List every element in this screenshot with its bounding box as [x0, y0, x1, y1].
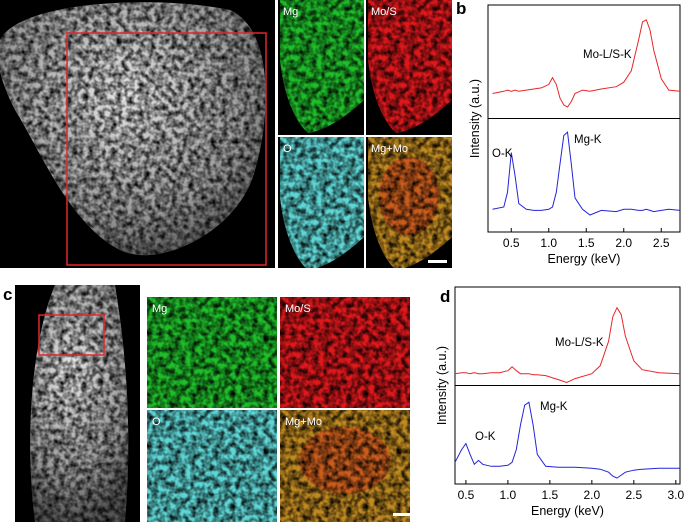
map-texture — [280, 410, 410, 522]
x-tick-label: 2.0 — [615, 236, 632, 250]
map-signal — [280, 410, 410, 522]
y-axis-label: Intensity (a.u.) — [468, 79, 482, 158]
sem-image-c — [15, 285, 140, 522]
spectrum-chart: 0.5 1.0 1.5 2.0 2.5 Mo-L/S-K O-K Mg-K Energy (ke… — [468, 4, 681, 266]
scale-bar — [393, 513, 410, 516]
x-tick-label: 2.0 — [584, 488, 601, 502]
spectrum-chart: 0.5 1.0 1.5 2.0 2.5 3.0 Mo-L/S-K O-K Mg-K Energy … — [435, 286, 684, 518]
panel-label: d — [440, 287, 450, 306]
panel-label: b — [456, 0, 466, 18]
map-label: Mg — [283, 6, 298, 18]
scale-bar — [428, 260, 447, 263]
map-tile: Mo/S — [366, 0, 452, 135]
map-texture — [280, 137, 364, 268]
spectrum-line — [492, 131, 681, 216]
map-signal — [368, 0, 452, 133]
x-tick-label: 1.5 — [578, 236, 595, 250]
map-signal — [368, 137, 452, 268]
y-axis-label: Intensity (a.u.) — [435, 346, 449, 425]
map-label: O — [283, 143, 292, 155]
map-signal — [280, 297, 410, 408]
x-tick-label: 1.0 — [500, 488, 517, 502]
spectrum-line — [454, 306, 681, 384]
map-tile: O — [278, 137, 364, 268]
peak-annotation: Mo-L/S-K — [583, 49, 632, 61]
x-tick-label: 2.5 — [625, 488, 642, 502]
element-maps-a: Mg Mo/S O Mg+Mo — [278, 0, 452, 268]
x-axis-label: Energy (keV) — [531, 504, 604, 518]
map-signal — [147, 297, 277, 408]
peak-annotation: Mg-K — [574, 134, 602, 146]
x-tick-label: 1.5 — [542, 488, 559, 502]
map-signal — [280, 137, 364, 268]
map-label: Mg+Mo — [371, 143, 408, 155]
spectrum-line — [454, 401, 680, 479]
panel-label: a — [3, 0, 13, 18]
map-tile: Mg+Mo — [366, 137, 452, 268]
panel-label: c — [3, 285, 12, 304]
map-tile: Mo/S — [280, 297, 410, 408]
map-label: Mg+Mo — [285, 416, 322, 428]
map-label: Mg — [152, 303, 167, 315]
sem-image-a — [0, 0, 275, 268]
map-tile: Mg+Mo — [280, 410, 410, 522]
map-texture — [147, 410, 277, 522]
map-texture — [147, 297, 277, 408]
x-tick-label: 3.0 — [667, 488, 684, 502]
x-tick-label: 1.0 — [540, 236, 557, 250]
map-texture — [280, 0, 364, 133]
map-signal — [147, 410, 277, 522]
map-tile: Mg — [278, 0, 364, 135]
spectrum-line — [492, 19, 681, 108]
peak-annotation: O-K — [475, 431, 496, 443]
map-signal — [280, 0, 364, 133]
peak-annotation: Mo-L/S-K — [555, 337, 604, 349]
element-maps-c: Mg Mo/S O Mg+Mo — [147, 297, 410, 522]
map-texture — [368, 137, 452, 268]
x-axis-label: Energy (keV) — [548, 252, 621, 266]
map-texture — [368, 0, 452, 133]
map-tile: O — [147, 410, 277, 522]
map-tile: Mg — [147, 297, 277, 408]
x-tick-label: 0.5 — [503, 236, 520, 250]
map-label: Mo/S — [371, 6, 397, 18]
peak-annotation: Mg-K — [540, 401, 568, 413]
map-label: Mo/S — [285, 303, 311, 315]
map-label: O — [152, 416, 161, 428]
x-tick-label: 0.5 — [458, 488, 475, 502]
peak-annotation: O-K — [492, 148, 513, 160]
x-tick-label: 2.5 — [653, 236, 670, 250]
map-texture — [280, 297, 410, 408]
